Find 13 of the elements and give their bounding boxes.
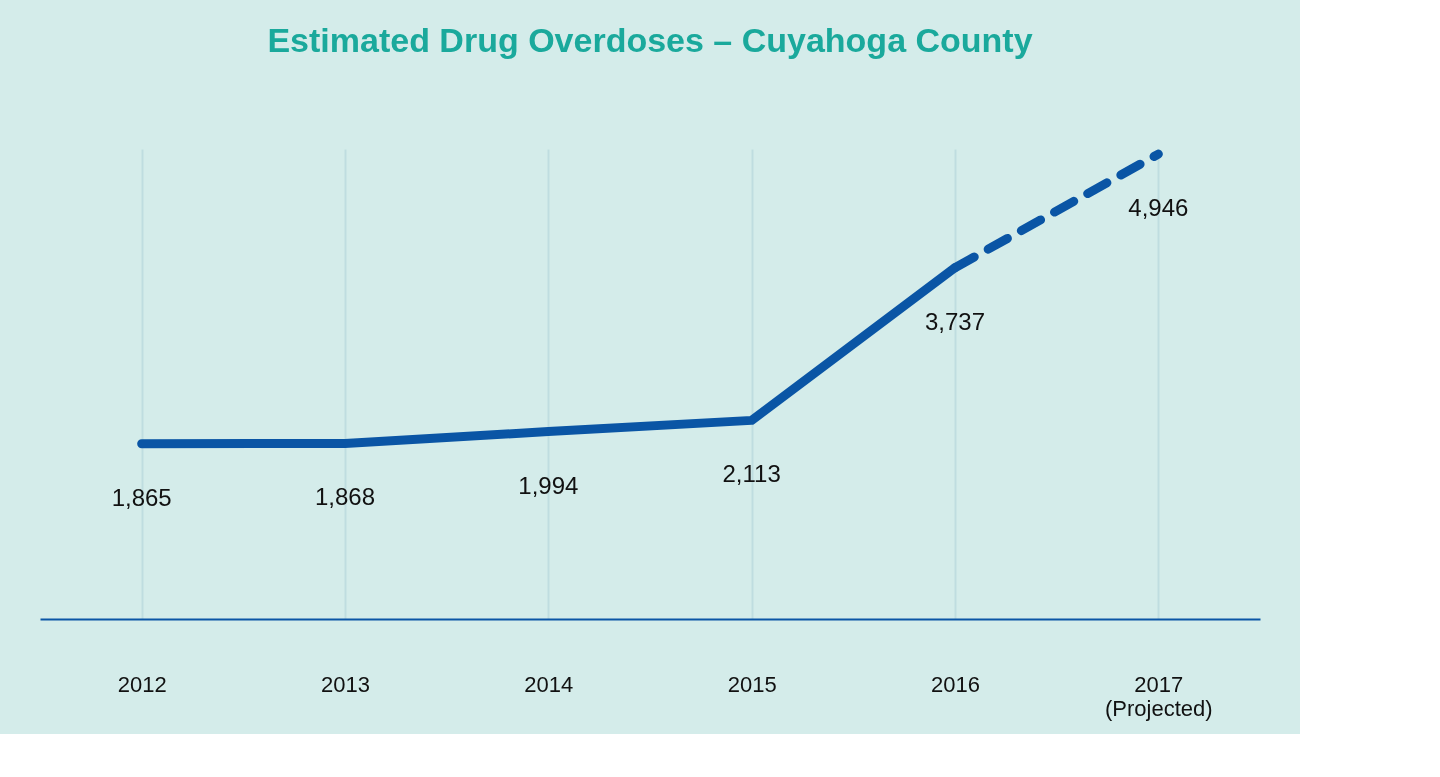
x-tick-label: 2014 [524,671,574,697]
x-tick-label: 2017 (Projected) [1105,671,1213,721]
data-label: 3,737 [924,307,986,335]
x-tick-label: 2013 [321,671,370,697]
data-label: 2,113 [722,460,781,488]
data-label: 1,994 [518,471,579,499]
x-tick-label: 2016 [931,671,980,697]
data-label: 1,868 [314,483,376,511]
data-label: 1,865 [111,483,172,511]
x-tick-label: 2015 [727,671,777,697]
chart-title: Estimated Drug Overdoses – Cuyahoga County [267,21,1033,59]
data-label: 4,946 [1128,194,1189,222]
x-tick-label: 2012 [117,671,167,697]
